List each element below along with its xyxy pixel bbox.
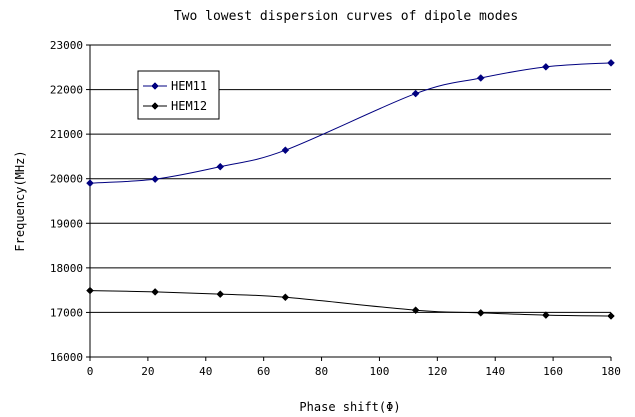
legend-label-HEM11: HEM11 xyxy=(171,79,207,93)
point-HEM11-5 xyxy=(476,74,485,82)
legend-marker-HEM11 xyxy=(151,82,159,90)
chart-title: Two lowest dispersion curves of dipole m… xyxy=(174,9,518,24)
y-tick-label-23000: 23000 xyxy=(50,39,83,52)
x-tick-label-40: 40 xyxy=(199,365,212,378)
series-line-HEM11 xyxy=(89,62,612,184)
point-HEM11-2 xyxy=(216,162,225,171)
point-HEM11-7 xyxy=(607,58,615,67)
x-tick-labels: 0 20 40 60 80 100 120 140 160 180 xyxy=(87,365,621,378)
x-tick-label-0: 0 xyxy=(87,365,94,378)
point-HEM11-6 xyxy=(542,62,550,71)
y-tick-label-18000: 18000 xyxy=(50,262,83,275)
x-tick-label-120: 120 xyxy=(427,365,447,378)
point-HEM12-5 xyxy=(476,309,485,317)
point-HEM12-4 xyxy=(411,306,420,315)
point-HEM12-7 xyxy=(607,312,615,320)
point-HEM12-1 xyxy=(151,288,159,296)
point-HEM11-0 xyxy=(86,179,94,188)
x-tick-label-80: 80 xyxy=(315,365,328,378)
y-axis-label: Frequency(MHz) xyxy=(13,150,27,251)
x-tick-label-20: 20 xyxy=(141,365,154,378)
y-tick-label-22000: 22000 xyxy=(50,84,83,97)
legend-box xyxy=(137,70,220,120)
point-HEM11-4 xyxy=(411,89,420,98)
point-HEM12-0 xyxy=(86,286,94,295)
x-axis-label: Phase shift(Φ) xyxy=(299,400,400,414)
x-tick-label-180: 180 xyxy=(601,365,621,378)
series-line-HEM12 xyxy=(89,290,612,317)
y-tick-label-17000: 17000 xyxy=(50,306,83,319)
y-tick-label-21000: 21000 xyxy=(50,128,83,141)
x-tick-label-60: 60 xyxy=(257,365,270,378)
legend-label-HEM12: HEM12 xyxy=(171,99,207,113)
x-tick-label-160: 160 xyxy=(543,365,563,378)
point-HEM12-6 xyxy=(542,311,550,319)
axes xyxy=(86,44,612,361)
y-tick-labels: 16000 17000 18000 19000 20000 21000 22000 23000 xyxy=(50,39,83,364)
y-tick-label-19000: 19000 xyxy=(50,217,83,230)
point-HEM11-3 xyxy=(281,146,290,155)
point-HEM12-2 xyxy=(216,290,225,299)
gridlines xyxy=(90,44,611,313)
series-lines xyxy=(89,62,612,317)
y-tick-label-20000: 20000 xyxy=(50,173,83,186)
point-HEM11-1 xyxy=(151,175,159,184)
series-markers xyxy=(86,58,615,320)
x-tick-label-100: 100 xyxy=(370,365,390,378)
point-HEM12-3 xyxy=(281,293,290,302)
legend: HEM11 HEM12 xyxy=(137,70,220,120)
legend-marker-HEM12 xyxy=(151,102,159,110)
y-tick-label-16000: 16000 xyxy=(50,351,83,364)
x-tick-label-140: 140 xyxy=(485,365,505,378)
